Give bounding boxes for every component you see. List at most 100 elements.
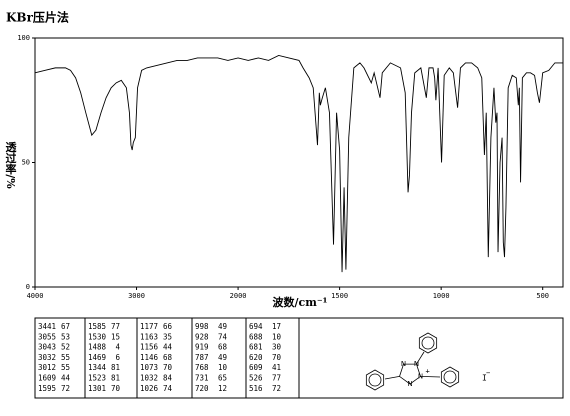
- phenyl-ring: [440, 366, 460, 388]
- peak-wavenumber: 3055: [38, 332, 56, 341]
- peak-transmittance: 30: [272, 343, 282, 352]
- aromatic-circle: [443, 370, 457, 384]
- peak-wavenumber: 1469: [88, 353, 106, 362]
- peak-wavenumber: 1523: [88, 374, 106, 383]
- peak-transmittance: 35: [163, 332, 172, 341]
- structure: N NNN+I−: [365, 332, 490, 391]
- peak-wavenumber: 3043: [38, 343, 56, 352]
- triazole-ring: [399, 363, 421, 385]
- aromatic-circle: [368, 373, 382, 387]
- peak-transmittance: 17: [272, 322, 281, 331]
- phenyl-ring: [365, 369, 385, 391]
- peak-wavenumber: 787: [195, 353, 209, 362]
- chart-title: KBr压片法: [6, 10, 69, 25]
- peak-wavenumber: 998: [195, 322, 209, 331]
- peak-transmittance: 49: [218, 322, 227, 331]
- peak-wavenumber: 1344: [88, 363, 107, 372]
- peak-wavenumber: 1609: [38, 374, 56, 383]
- peak-transmittance: 15: [111, 332, 120, 341]
- phenyl-ring: [418, 332, 438, 354]
- peak-transmittance: 55: [61, 353, 70, 362]
- x-tick-label: 1000: [433, 292, 450, 300]
- peak-wavenumber: 1156: [140, 343, 159, 352]
- peak-transmittance: 53: [61, 332, 70, 341]
- peak-transmittance: 4: [115, 343, 120, 352]
- atom-label: N: [418, 372, 423, 380]
- x-tick-label: 500: [536, 292, 549, 300]
- peak-wavenumber: 1530: [88, 332, 107, 341]
- peak-transmittance: 55: [61, 363, 70, 372]
- peak-wavenumber: 1488: [88, 343, 107, 352]
- peak-wavenumber: 1585: [88, 322, 106, 331]
- peak-wavenumber: 1595: [38, 384, 56, 393]
- peak-wavenumber: 1032: [140, 374, 158, 383]
- peak-transmittance: 68: [163, 353, 173, 362]
- peak-transmittance: 74: [163, 384, 173, 393]
- peak-wavenumber: 1073: [140, 363, 158, 372]
- peak-wavenumber: 620: [249, 353, 263, 362]
- counter-charge: −: [486, 369, 490, 377]
- peak-transmittance: 44: [61, 374, 71, 383]
- peak-transmittance: 84: [163, 374, 173, 383]
- y-axis-label: 透过率/%: [4, 141, 17, 189]
- peak-wavenumber: 1026: [140, 384, 159, 393]
- atom-label: N: [407, 380, 412, 388]
- peak-transmittance: 68: [218, 343, 228, 352]
- peak-wavenumber: 1146: [140, 353, 159, 362]
- peak-transmittance: 65: [218, 374, 227, 383]
- bond: [416, 351, 425, 365]
- x-axis-label: 波数/cm⁻¹: [273, 295, 328, 309]
- x-tick-label: 1500: [331, 292, 348, 300]
- peak-wavenumber: 928: [195, 332, 209, 341]
- peak-transmittance: 66: [163, 322, 173, 331]
- peak-transmittance: 67: [61, 322, 70, 331]
- peak-transmittance: 77: [272, 374, 281, 383]
- peak-wavenumber: 516: [249, 384, 263, 393]
- peak-transmittance: 74: [218, 332, 228, 341]
- peak-wavenumber: 688: [249, 332, 263, 341]
- y-tick-label: 0: [26, 283, 30, 291]
- peak-wavenumber: 681: [249, 343, 263, 352]
- peak-transmittance: 70: [163, 363, 173, 372]
- peak-transmittance: 49: [218, 353, 227, 362]
- bond: [420, 375, 441, 378]
- peak-transmittance: 44: [163, 343, 173, 352]
- atom-label: N: [401, 360, 406, 368]
- peak-transmittance: 6: [115, 353, 120, 362]
- bond: [384, 376, 400, 380]
- peak-wavenumber: 919: [195, 343, 209, 352]
- peak-transmittance: 72: [61, 384, 70, 393]
- peak-transmittance: 12: [218, 384, 227, 393]
- peak-wavenumber: 1177: [140, 322, 158, 331]
- peak-wavenumber: 3032: [38, 353, 56, 362]
- peak-transmittance: 70: [111, 384, 121, 393]
- peak-transmittance: 41: [272, 363, 281, 372]
- peak-transmittance: 10: [272, 332, 282, 341]
- charge: +: [425, 367, 429, 375]
- peak-transmittance: 77: [111, 322, 120, 331]
- peak-wavenumber: 768: [195, 363, 209, 372]
- x-tick-label: 3000: [128, 292, 145, 300]
- peak-wavenumber: 1163: [140, 332, 158, 341]
- peak-transmittance: 81: [111, 374, 120, 383]
- y-tick-label: 100: [17, 34, 30, 42]
- peak-wavenumber: 731: [195, 374, 209, 383]
- x-tick-label: 2000: [230, 292, 247, 300]
- peak-wavenumber: 3012: [38, 363, 56, 372]
- peak-wavenumber: 609: [249, 363, 263, 372]
- x-tick-label: 4000: [27, 292, 44, 300]
- peak-wavenumber: 1301: [88, 384, 106, 393]
- plot-frame: [34, 37, 564, 288]
- peak-wavenumber: 526: [249, 374, 263, 383]
- peak-transmittance: 72: [272, 384, 281, 393]
- y-tick-label: 50: [22, 159, 30, 167]
- peak-transmittance: 10: [218, 363, 228, 372]
- peak-wavenumber: 3441: [38, 322, 56, 331]
- spectrum-line: [34, 54, 563, 273]
- counter-ion: I: [482, 374, 487, 383]
- peak-transmittance: 70: [272, 353, 282, 362]
- peak-transmittance: 52: [61, 343, 70, 352]
- peak-wavenumber: 694: [249, 322, 263, 331]
